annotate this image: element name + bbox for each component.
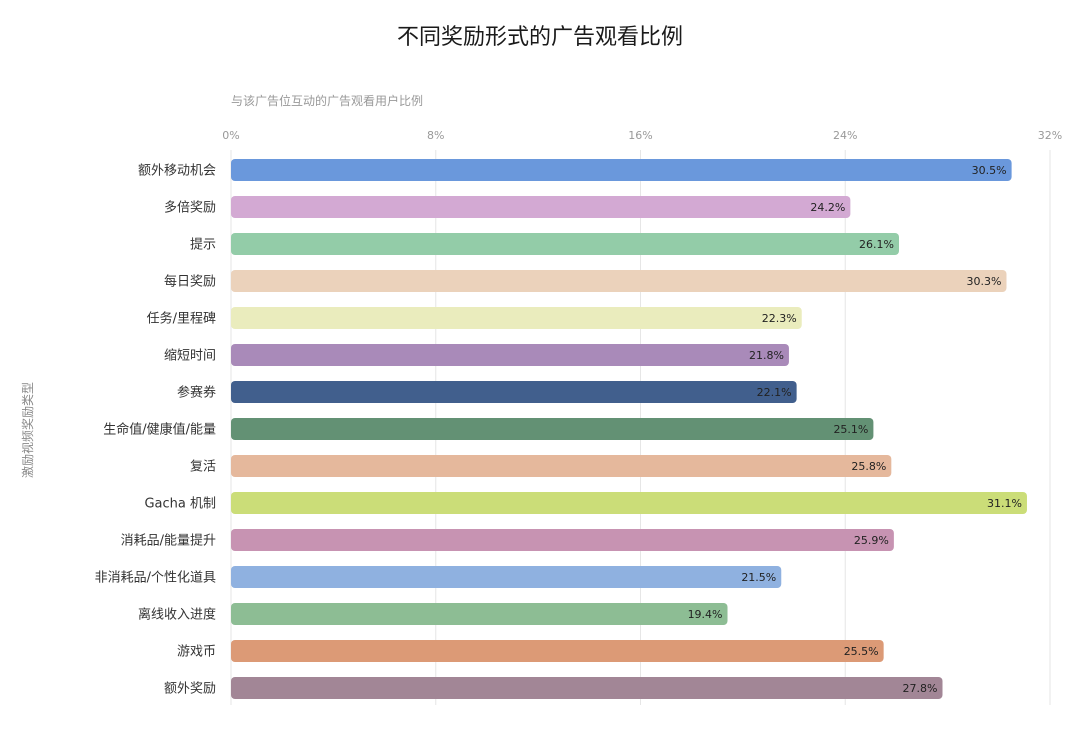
category-label: 每日奖励 bbox=[164, 274, 216, 290]
bar bbox=[231, 603, 728, 625]
category-label: 复活 bbox=[190, 460, 216, 475]
bars bbox=[231, 159, 1027, 699]
x-axis-title: 与该广告位互动的广告观看用户比例 bbox=[231, 93, 423, 108]
bar bbox=[231, 196, 851, 218]
data-label: 31.1% bbox=[987, 497, 1022, 510]
x-tick-label: 24% bbox=[833, 129, 857, 142]
data-label: 25.1% bbox=[833, 423, 868, 436]
data-label: 30.3% bbox=[967, 275, 1002, 288]
category-label: Gacha 机制 bbox=[144, 497, 216, 512]
category-label: 缩短时间 bbox=[164, 348, 216, 364]
bar bbox=[231, 159, 1012, 181]
y-axis-title: 激励视频奖励类型 bbox=[20, 382, 35, 478]
category-label: 参赛券 bbox=[177, 385, 216, 401]
data-label: 25.5% bbox=[844, 645, 879, 658]
category-label: 额外移动机会 bbox=[138, 164, 216, 179]
bar bbox=[231, 381, 797, 403]
data-label: 30.5% bbox=[972, 164, 1007, 177]
bar bbox=[231, 566, 782, 588]
data-label: 21.5% bbox=[741, 571, 776, 584]
bar bbox=[231, 492, 1027, 514]
chart-title: 不同奖励形式的广告观看比例 bbox=[397, 25, 683, 50]
bar bbox=[231, 233, 899, 255]
data-label: 19.4% bbox=[688, 608, 723, 621]
bar bbox=[231, 640, 884, 662]
category-label: 多倍奖励 bbox=[164, 200, 216, 216]
bar bbox=[231, 529, 894, 551]
x-tick-label: 8% bbox=[427, 129, 444, 142]
category-label: 非消耗品/个性化道具 bbox=[95, 571, 216, 586]
data-label: 25.9% bbox=[854, 534, 889, 547]
x-axis-ticks: 0% 8% 16% 24% 32% bbox=[222, 129, 1062, 142]
category-label: 消耗品/能量提升 bbox=[121, 533, 216, 549]
category-label: 离线收入进度 bbox=[138, 607, 216, 623]
category-label: 提示 bbox=[190, 237, 216, 253]
x-tick-label: 0% bbox=[222, 129, 239, 142]
category-label: 生命值/健康值/能量 bbox=[103, 422, 216, 438]
category-label: 游戏币 bbox=[177, 645, 216, 660]
data-label: 27.8% bbox=[903, 682, 938, 695]
bar bbox=[231, 270, 1007, 292]
value-labels: 30.5% 24.2% 26.1% 30.3% 22.3% 21.8% 22.1% 25.1%… bbox=[688, 164, 1022, 695]
data-label: 26.1% bbox=[859, 238, 894, 251]
data-label: 21.8% bbox=[749, 349, 784, 362]
data-label: 25.8% bbox=[851, 460, 886, 473]
category-label: 任务/里程碑 bbox=[147, 311, 216, 327]
x-tick-label: 32% bbox=[1038, 129, 1062, 142]
category-labels: 额外移动机会多倍奖励提示每日奖励任务/里程碑缩短时间参赛券生命值/健康值/能量复… bbox=[95, 164, 216, 697]
bar bbox=[231, 344, 789, 366]
category-label: 额外奖励 bbox=[164, 682, 216, 697]
data-label: 24.2% bbox=[810, 201, 845, 214]
data-label: 22.3% bbox=[762, 312, 797, 325]
bar bbox=[231, 677, 943, 699]
x-tick-label: 16% bbox=[628, 129, 652, 142]
bar bbox=[231, 307, 802, 329]
bar bbox=[231, 418, 874, 440]
bar bbox=[231, 455, 892, 477]
data-label: 22.1% bbox=[757, 386, 792, 399]
